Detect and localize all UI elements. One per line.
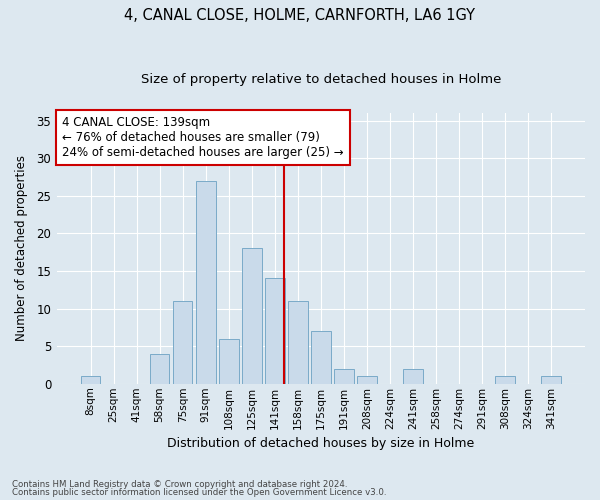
X-axis label: Distribution of detached houses by size in Holme: Distribution of detached houses by size … <box>167 437 475 450</box>
Bar <box>265 278 284 384</box>
Bar <box>81 376 100 384</box>
Bar <box>541 376 561 384</box>
Bar <box>496 376 515 384</box>
Bar <box>173 301 193 384</box>
Text: Contains HM Land Registry data © Crown copyright and database right 2024.: Contains HM Land Registry data © Crown c… <box>12 480 347 489</box>
Bar <box>150 354 169 384</box>
Text: Contains public sector information licensed under the Open Government Licence v3: Contains public sector information licen… <box>12 488 386 497</box>
Text: 4, CANAL CLOSE, HOLME, CARNFORTH, LA6 1GY: 4, CANAL CLOSE, HOLME, CARNFORTH, LA6 1G… <box>125 8 476 22</box>
Bar <box>403 368 423 384</box>
Bar <box>334 368 354 384</box>
Bar <box>288 301 308 384</box>
Y-axis label: Number of detached properties: Number of detached properties <box>15 156 28 342</box>
Bar <box>311 331 331 384</box>
Bar <box>219 338 239 384</box>
Text: 4 CANAL CLOSE: 139sqm
← 76% of detached houses are smaller (79)
24% of semi-deta: 4 CANAL CLOSE: 139sqm ← 76% of detached … <box>62 116 344 159</box>
Title: Size of property relative to detached houses in Holme: Size of property relative to detached ho… <box>140 72 501 86</box>
Bar <box>196 180 215 384</box>
Bar <box>242 248 262 384</box>
Bar <box>357 376 377 384</box>
